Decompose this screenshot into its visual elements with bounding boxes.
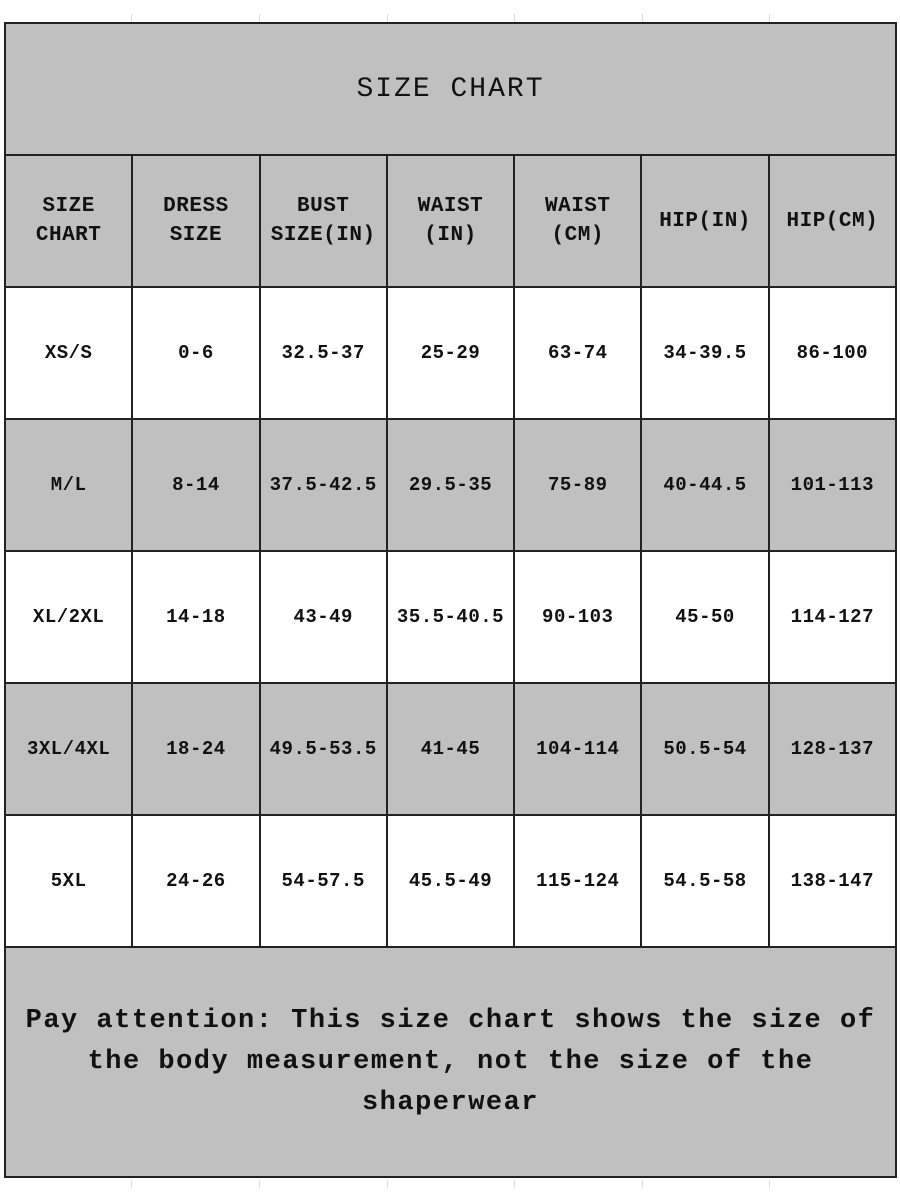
column-header: HIP(IN) xyxy=(640,154,770,288)
gridline-ticks-bottom xyxy=(0,1180,900,1188)
column-header-line: CHART xyxy=(35,224,102,247)
measurement-cell: 63-74 xyxy=(513,286,643,420)
measurement-cell: 41-45 xyxy=(385,682,516,816)
column-header-line: WAIST xyxy=(417,195,484,218)
column-header: WAIST (CM) xyxy=(513,154,643,288)
column-header-line: WAIST xyxy=(545,195,611,218)
title-row: SIZE CHART xyxy=(4,22,897,156)
column-header: WAIST (IN) xyxy=(385,154,516,288)
header-row: SIZE CHART DRESS SIZE BUST SIZE(IN) WAIST (IN) W… xyxy=(3,154,898,288)
measurement-cell: 115-124 xyxy=(513,814,643,948)
measurement-cell: 101-113 xyxy=(767,418,898,552)
table-row: 3XL/4XL 18-24 49.5-53.5 41-45 104-114 50.5-54… xyxy=(3,682,898,816)
measurement-cell: 114-127 xyxy=(767,550,898,684)
column-header-line: (IN) xyxy=(424,224,477,247)
measurement-cell: 54-57.5 xyxy=(258,814,388,948)
column-header: HIP(CM) xyxy=(767,154,898,288)
measurement-cell: 0-6 xyxy=(131,286,261,420)
column-header-line: SIZE(IN) xyxy=(270,224,376,247)
measurement-cell: 14-18 xyxy=(131,550,261,684)
measurement-cell: 50.5-54 xyxy=(640,682,770,816)
measurement-cell: 8-14 xyxy=(131,418,261,552)
measurement-cell: 49.5-53.5 xyxy=(258,682,388,816)
measurement-cell: 25-29 xyxy=(385,286,516,420)
measurement-cell: 45-50 xyxy=(640,550,770,684)
measurement-cell: 43-49 xyxy=(258,550,388,684)
column-header-line: DRESS xyxy=(163,195,229,218)
column-header: BUST SIZE(IN) xyxy=(258,154,388,288)
measurement-cell: 86-100 xyxy=(767,286,898,420)
measurement-cell: 40-44.5 xyxy=(640,418,770,552)
note-row: Pay attention: This size chart shows the… xyxy=(4,946,897,1178)
measurement-cell: 45.5-49 xyxy=(385,814,516,948)
measurement-cell: 32.5-37 xyxy=(258,286,388,420)
size-label-cell: M/L xyxy=(3,418,134,552)
column-header-line: SIZE xyxy=(169,224,223,247)
measurement-cell: 24-26 xyxy=(131,814,261,948)
table-row: XS/S 0-6 32.5-37 25-29 63-74 34-39.5 86-100 xyxy=(3,286,898,420)
size-label-cell: XL/2XL xyxy=(3,550,134,684)
attention-note: Pay attention: This size chart shows the… xyxy=(4,946,897,1178)
size-label-cell: 3XL/4XL xyxy=(3,682,134,816)
measurement-cell: 35.5-40.5 xyxy=(385,550,516,684)
column-header-line: HIP(IN) xyxy=(659,209,751,233)
table-row: XL/2XL 14-18 43-49 35.5-40.5 90-103 45-50 114-… xyxy=(3,550,898,684)
measurement-cell: 18-24 xyxy=(131,682,261,816)
size-label-cell: 5XL xyxy=(3,814,134,948)
measurement-cell: 37.5-42.5 xyxy=(258,418,388,552)
column-header-line: BUST xyxy=(296,195,350,218)
column-header: DRESS SIZE xyxy=(131,154,261,288)
measurement-cell: 138-147 xyxy=(767,814,898,948)
table-row: M/L 8-14 37.5-42.5 29.5-35 75-89 40-44.5 101-1… xyxy=(3,418,898,552)
measurement-cell: 54.5-58 xyxy=(640,814,770,948)
size-chart-table: SIZE CHART SIZE CHART DRESS SIZE BUST SIZE(IN… xyxy=(3,22,898,1178)
measurement-cell: 128-137 xyxy=(767,682,898,816)
measurement-cell: 75-89 xyxy=(513,418,643,552)
column-header-line: HIP(CM) xyxy=(786,209,879,233)
measurement-cell: 29.5-35 xyxy=(385,418,516,552)
measurement-cell: 104-114 xyxy=(513,682,643,816)
table-row: 5XL 24-26 54-57.5 45.5-49 115-124 54.5-58 138-… xyxy=(3,814,898,948)
table-title: SIZE CHART xyxy=(4,22,897,156)
column-header-line: (CM) xyxy=(551,224,604,247)
measurement-cell: 90-103 xyxy=(513,550,643,684)
column-header-line: SIZE xyxy=(42,195,95,218)
gridline-ticks xyxy=(0,14,900,22)
measurement-cell: 34-39.5 xyxy=(640,286,770,420)
column-header: SIZE CHART xyxy=(3,154,134,288)
size-label-cell: XS/S xyxy=(3,286,134,420)
